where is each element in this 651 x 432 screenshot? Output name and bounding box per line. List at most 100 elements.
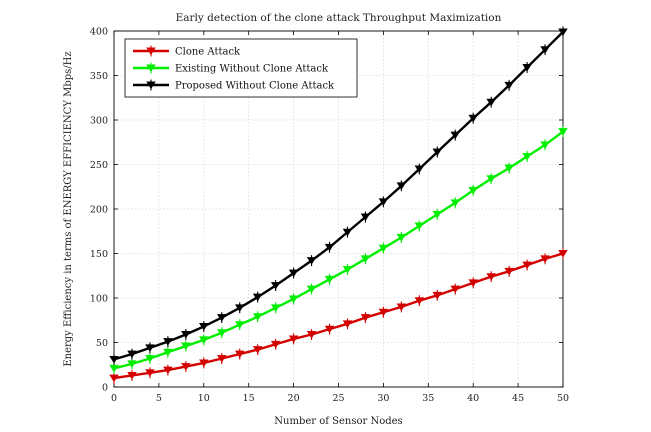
x-tick-label: 0 [111, 393, 117, 404]
x-tick-label: 45 [512, 393, 524, 404]
x-tick-label: 5 [156, 393, 162, 404]
y-tick-label: 100 [90, 294, 108, 305]
x-tick-label: 20 [288, 393, 300, 404]
data-point [504, 162, 514, 174]
data-point [342, 226, 353, 238]
data-point [324, 273, 335, 285]
data-point [163, 346, 173, 358]
data-point [468, 112, 478, 124]
legend-item: Existing Without Clone Attack [133, 62, 329, 75]
data-point [324, 241, 335, 253]
data-point [181, 361, 191, 372]
data-point [522, 151, 532, 162]
data-point [288, 293, 299, 305]
y-tick-label: 300 [90, 116, 108, 127]
data-point [468, 277, 478, 289]
x-tick-label: 40 [467, 393, 479, 404]
data-point [234, 348, 245, 360]
data-point [396, 301, 407, 313]
data-point [270, 280, 281, 291]
y-tick-label: 200 [90, 205, 108, 216]
data-point [540, 44, 550, 56]
data-point [199, 334, 209, 346]
data-point [360, 312, 371, 324]
legend-label: Clone Attack [175, 47, 241, 58]
data-point [360, 253, 371, 265]
data-point [396, 180, 407, 192]
data-point [342, 264, 353, 275]
x-tick-label: 30 [377, 393, 389, 404]
y-tick-label: 350 [90, 71, 108, 82]
series-line [113, 252, 564, 380]
data-point [181, 340, 191, 352]
data-point [199, 357, 209, 369]
data-point [270, 302, 281, 314]
legend-item: Proposed Without Clone Attack [133, 79, 335, 92]
legend-item: Clone Attack [133, 45, 241, 58]
data-point [486, 173, 496, 185]
data-point [145, 367, 155, 379]
data-point [414, 295, 425, 307]
data-point [396, 232, 407, 243]
data-point [252, 311, 263, 323]
legend-label: Proposed Without Clone Attack [175, 81, 335, 92]
data-point [306, 329, 317, 340]
data-point [252, 344, 263, 356]
data-point [217, 327, 227, 339]
data-point [558, 248, 568, 259]
data-point [288, 333, 299, 345]
data-point [234, 319, 245, 331]
data-point [217, 312, 227, 324]
legend-label: Existing Without Clone Attack [175, 64, 329, 75]
data-point [432, 208, 443, 220]
data-point [127, 369, 137, 381]
x-axis-label: Number of Sensor Nodes [274, 416, 402, 427]
data-point [360, 211, 371, 223]
data-point [468, 184, 478, 196]
data-point [414, 163, 425, 175]
data-point [486, 271, 496, 283]
data-point [306, 283, 317, 295]
data-point [540, 139, 550, 151]
data-point [432, 146, 443, 158]
data-point [324, 323, 335, 335]
y-tick-label: 150 [90, 249, 108, 260]
axes: 0 5 10 15 20 25 30 35 40 45 50 0 50 100 150 200 250 300 35… [90, 27, 569, 405]
legend-marker [146, 45, 156, 57]
legend-marker [146, 62, 156, 74]
y-tick-label: 400 [90, 27, 108, 38]
data-point [504, 79, 514, 91]
chart-title: Early detection of the clone attack Thro… [176, 12, 502, 24]
x-tick-label: 35 [422, 393, 434, 404]
data-point [540, 253, 550, 265]
data-point [450, 129, 460, 141]
data-point [145, 342, 155, 354]
data-point [127, 358, 137, 370]
series-layer [109, 26, 568, 384]
legend: Clone Attack Existing Without Clone Attac… [124, 38, 358, 98]
data-point [558, 26, 568, 38]
data-point [558, 126, 568, 138]
data-point [217, 353, 227, 364]
data-point [181, 329, 191, 340]
legend-marker [146, 79, 156, 91]
data-point [145, 353, 155, 364]
data-point [342, 318, 353, 330]
x-tick-label: 10 [198, 393, 210, 404]
y-tick-label: 0 [102, 383, 108, 394]
x-tick-label: 50 [557, 393, 569, 404]
data-point [306, 255, 317, 267]
data-point [270, 338, 281, 350]
data-point [522, 62, 532, 73]
y-axis-label: Energy Efficiency in terms of ENERGY EFF… [63, 51, 74, 366]
data-point [378, 196, 389, 208]
data-point [378, 242, 389, 254]
y-tick-label: 250 [90, 160, 108, 171]
series-2 [109, 126, 568, 374]
data-point [252, 291, 263, 303]
data-point [522, 259, 532, 271]
data-point [199, 321, 209, 332]
x-tick-label: 25 [332, 393, 344, 404]
data-point [234, 302, 245, 314]
